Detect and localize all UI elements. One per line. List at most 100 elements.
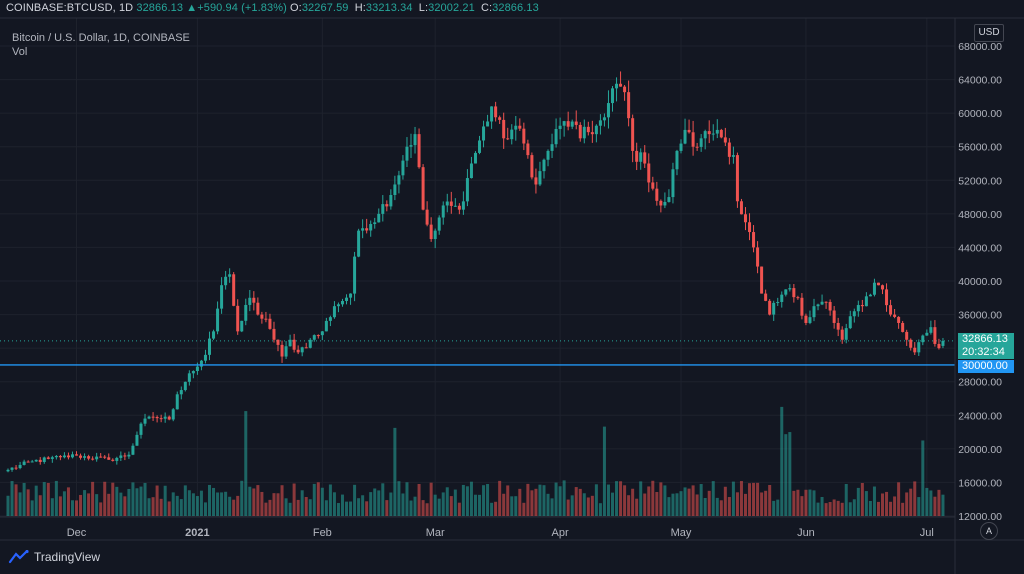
candle-body bbox=[14, 467, 18, 469]
volume-bar bbox=[62, 491, 66, 516]
candle-body bbox=[756, 247, 760, 267]
candle-body bbox=[280, 344, 284, 357]
volume-bar bbox=[465, 486, 469, 516]
candle-body bbox=[38, 459, 42, 462]
candle-body bbox=[667, 197, 671, 202]
volume-bar bbox=[163, 485, 167, 516]
candle-body bbox=[328, 317, 332, 321]
volume-bar bbox=[558, 486, 562, 516]
candle-body bbox=[34, 459, 38, 462]
volume-legend[interactable]: Vol bbox=[12, 46, 28, 58]
volume-bar bbox=[534, 488, 538, 516]
volume-bar bbox=[893, 496, 897, 516]
candle-body bbox=[107, 457, 111, 460]
tradingview-logo[interactable]: TradingView bbox=[8, 550, 100, 564]
candle-body bbox=[240, 320, 244, 332]
volume-bar bbox=[889, 501, 893, 516]
candle-body bbox=[304, 347, 308, 349]
candle-body bbox=[401, 160, 405, 176]
volume-bar bbox=[550, 498, 554, 516]
volume-bar bbox=[804, 489, 808, 516]
candle-body bbox=[199, 360, 203, 367]
volume-bar bbox=[824, 503, 828, 516]
candle-body bbox=[30, 461, 34, 463]
candle-body bbox=[377, 213, 381, 223]
price-axis[interactable]: 12000.00 16000.00 20000.00 24000.00 28000.00… bbox=[958, 41, 1002, 523]
candle-body bbox=[566, 121, 570, 127]
candle-body bbox=[224, 276, 228, 286]
candle-body bbox=[236, 305, 240, 332]
volume-bar bbox=[457, 502, 461, 516]
candle-body bbox=[768, 300, 772, 315]
volume-bar bbox=[381, 483, 385, 516]
candle-body bbox=[151, 416, 155, 418]
volume-bar bbox=[514, 496, 518, 516]
volume-bar bbox=[542, 485, 546, 516]
symbol-name[interactable]: COINBASE:BTCUSD, 1D bbox=[6, 2, 134, 14]
volume-bar bbox=[901, 502, 905, 516]
volume-bar bbox=[675, 493, 679, 516]
volume-bar bbox=[34, 485, 38, 516]
volume-bar bbox=[748, 483, 752, 516]
volume-bar bbox=[42, 482, 46, 516]
volume-bar bbox=[336, 503, 340, 516]
auto-scale-button[interactable]: A bbox=[980, 522, 998, 540]
volume-bar bbox=[776, 499, 780, 516]
candle-body bbox=[889, 305, 893, 315]
candle-body bbox=[373, 222, 377, 225]
volume-bar bbox=[228, 496, 232, 516]
candle-body bbox=[320, 331, 324, 336]
high-label: H: bbox=[354, 2, 366, 14]
candle-body bbox=[264, 318, 268, 320]
candle-body bbox=[550, 144, 554, 151]
volume-bar bbox=[276, 493, 280, 516]
brand-name: TradingView bbox=[34, 550, 101, 564]
candle-body bbox=[655, 188, 659, 201]
candle-body bbox=[502, 119, 506, 139]
volume-bar bbox=[909, 488, 913, 516]
candle-body bbox=[26, 461, 30, 463]
time-tick-label: May bbox=[671, 527, 692, 539]
volume-bar bbox=[369, 492, 373, 516]
volume-bar bbox=[232, 499, 236, 516]
candle-body bbox=[735, 155, 739, 202]
candle-body bbox=[91, 458, 95, 460]
price-tick-label: 52000.00 bbox=[958, 175, 1002, 187]
volume-bar bbox=[175, 495, 179, 516]
price-tick-label: 68000.00 bbox=[958, 41, 1002, 53]
series-title[interactable]: Bitcoin / U.S. Dollar, 1D, COINBASE bbox=[12, 32, 190, 44]
candle-body bbox=[155, 416, 159, 419]
volume-bar bbox=[453, 489, 457, 516]
volume-bar bbox=[752, 482, 756, 516]
candle-body bbox=[824, 301, 828, 303]
volume-bar bbox=[473, 494, 477, 516]
volume-bar bbox=[590, 495, 594, 516]
volume-bar bbox=[602, 426, 606, 516]
volume-bar bbox=[377, 490, 381, 516]
currency-button[interactable]: USD bbox=[974, 24, 1004, 42]
volume-bar bbox=[917, 497, 921, 516]
candle-body bbox=[135, 434, 139, 446]
candle-body bbox=[203, 354, 207, 361]
candle-body bbox=[228, 274, 232, 277]
candle-body bbox=[179, 390, 183, 395]
volume-bar bbox=[260, 491, 264, 516]
volume-bar bbox=[897, 482, 901, 516]
volume-bar bbox=[264, 502, 268, 516]
volume-bar bbox=[699, 484, 703, 516]
candle-body bbox=[764, 293, 768, 301]
candle-body bbox=[538, 171, 542, 185]
candle-body bbox=[244, 304, 248, 321]
price-tick-label: 48000.00 bbox=[958, 209, 1002, 221]
volume-bar bbox=[494, 501, 498, 516]
candle-body bbox=[844, 328, 848, 340]
volume-bar bbox=[627, 495, 631, 516]
time-axis[interactable]: Dec 2021 Feb Mar Apr May Jun Jul bbox=[67, 527, 934, 539]
volume-bar bbox=[224, 491, 228, 516]
volume-bar bbox=[199, 490, 203, 516]
candle-body bbox=[324, 320, 328, 332]
volume-bar bbox=[183, 485, 187, 516]
candle-body bbox=[582, 126, 586, 139]
volume-bar bbox=[586, 497, 590, 516]
